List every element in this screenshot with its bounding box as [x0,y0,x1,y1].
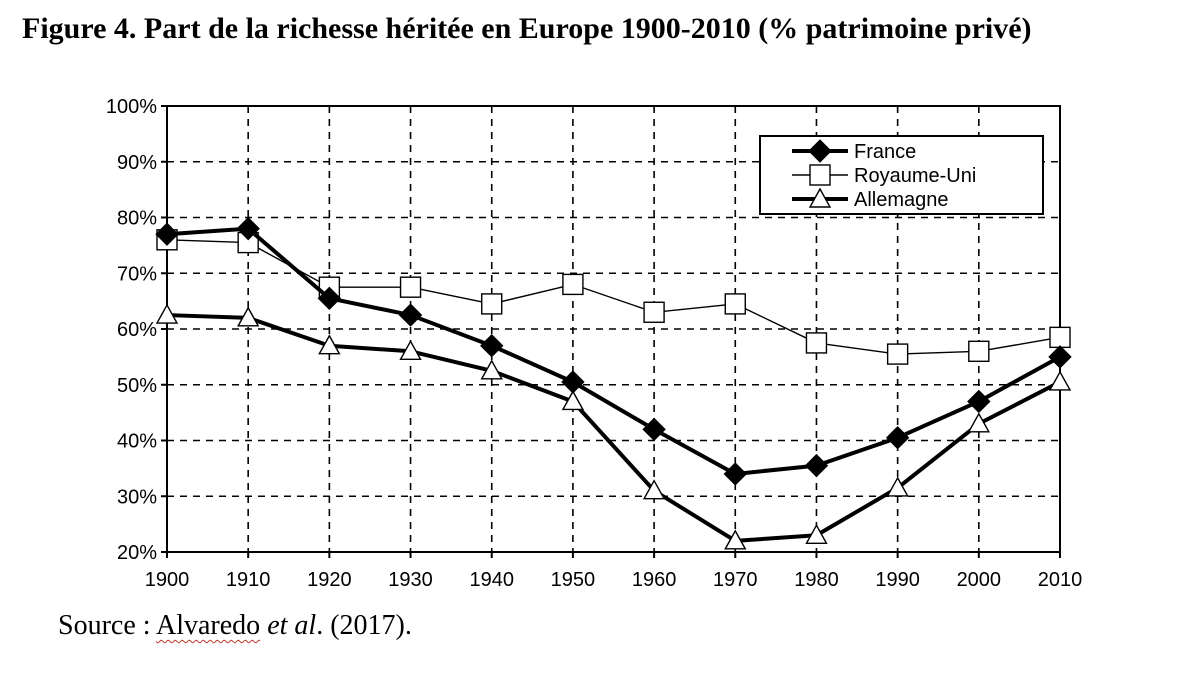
data-point-royaume-uni [724,293,746,315]
x-tick-label: 1920 [307,569,352,591]
data-point-allemagne [642,479,666,500]
data-point-france [398,303,423,327]
data-point-allemagne [1048,370,1072,391]
data-point-allemagne [724,529,747,550]
x-axis: 1900 1910 1920 1930 1940 1950 1960 1970 1980 1990… [145,552,1083,591]
data-point-royaume-uni [562,273,584,296]
y-tick-label: 90% [117,152,157,174]
data-point-allemagne [399,339,422,360]
y-tick-label: 50% [117,375,157,397]
source-etal: et al [267,610,317,641]
x-tick-label: 1960 [632,569,677,591]
data-point-allemagne [480,359,503,380]
y-tick-label: 40% [117,431,157,453]
data-point-france [480,334,504,358]
data-point-france [561,370,585,394]
data-point-royaume-uni [886,343,909,365]
data-point-royaume-uni [643,301,665,323]
y-tick-label: 60% [117,319,157,341]
series-line-allemagne [166,313,1061,543]
data-point-allemagne [886,476,909,497]
series-line-france [166,226,1061,476]
data-point-france [317,286,342,311]
source-note: Source : Alvaredo et al. (2017). [58,610,412,642]
data-point-france [723,462,747,486]
x-tick-label: 1990 [875,569,920,591]
data-point-france [1048,345,1072,369]
series-royaume-uni [156,229,1071,365]
data-point-france [642,417,666,442]
y-tick-label: 30% [117,486,157,508]
data-point-royaume-uni [481,293,503,315]
legend-marker-royaume-uni [809,164,831,186]
y-tick-label: 70% [117,263,157,285]
source-suffix: . (2017). [316,610,412,641]
legend-marker-france [808,139,832,163]
y-tick-label: 100% [106,96,157,118]
data-point-france [155,222,179,246]
data-point-allemagne [155,303,179,324]
source-author: Alvaredo [156,610,261,641]
x-tick-label: 1980 [794,569,839,591]
data-point-royaume-uni [1049,326,1071,349]
y-tick-label: 80% [117,208,157,230]
source-prefix: Source : [58,610,156,641]
data-point-allemagne [805,523,828,544]
data-point-royaume-uni [805,332,828,354]
data-point-france [967,389,991,414]
x-tick-label: 1910 [226,569,271,591]
x-tick-label: 1970 [713,569,758,591]
y-tick-label: 20% [117,542,157,564]
legend-label-allemagne: Allemagne [854,189,949,211]
data-point-royaume-uni [399,276,422,298]
data-point-royaume-uni [968,340,990,362]
x-tick-label: 1930 [388,569,433,591]
y-axis: 20% 30% 40% 50% 60% 70% 80% 90% 100% [106,96,167,564]
chart-title: Figure 4. Part de la richesse héritée en… [22,12,1032,45]
legend-marker-allemagne [808,187,832,208]
legend-label-france: France [854,141,916,163]
legend-label-royaume-uni: Royaume-Uni [854,165,976,187]
data-point-france [236,216,260,241]
series-allemagne [155,303,1072,550]
data-point-allemagne [236,306,260,327]
x-tick-label: 2010 [1038,569,1083,591]
x-tick-label: 1940 [469,569,514,591]
series-line-royaume-uni [166,239,1061,355]
x-tick-label: 1900 [145,569,190,591]
data-point-allemagne [561,390,585,411]
data-point-allemagne [318,334,341,355]
x-tick-label: 2000 [957,569,1002,591]
data-point-france [885,426,910,450]
x-tick-label: 1950 [551,569,596,591]
data-point-france [804,453,829,478]
data-point-allemagne [967,412,991,433]
series-france [155,216,1072,486]
grid-lines [167,106,1060,552]
